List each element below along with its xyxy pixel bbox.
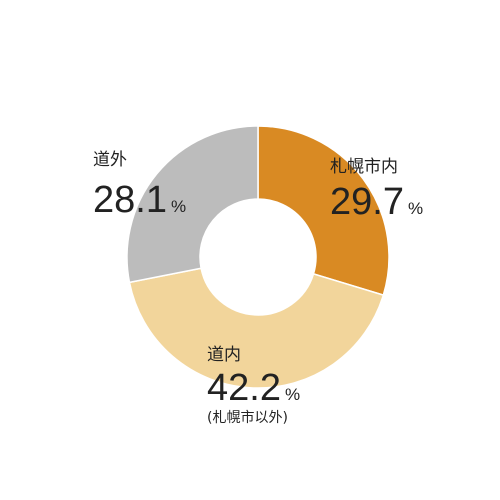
value-label: 28.1% bbox=[93, 179, 186, 221]
donut-slice bbox=[126, 125, 259, 284]
category-label: 道内 bbox=[207, 345, 241, 365]
value-label: 42.2% bbox=[207, 367, 300, 409]
donut-slice bbox=[257, 125, 390, 297]
unit: % bbox=[171, 197, 186, 216]
category-label: 道外 bbox=[93, 150, 127, 170]
annotation: (札幌市以外) bbox=[207, 409, 288, 426]
unit: % bbox=[408, 199, 423, 218]
donut-slice bbox=[128, 267, 385, 389]
value-label: 29.7% bbox=[330, 181, 423, 223]
value: 28.1 bbox=[93, 179, 167, 221]
category-label: 札幌市内 bbox=[330, 157, 398, 177]
unit: % bbox=[285, 385, 300, 404]
value: 29.7 bbox=[330, 181, 404, 223]
value: 42.2 bbox=[207, 367, 281, 409]
